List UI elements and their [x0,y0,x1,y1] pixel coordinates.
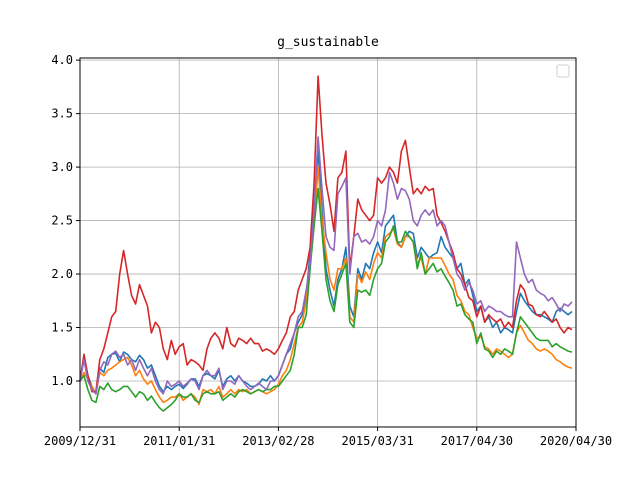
chart-title: g_sustainable [277,35,379,50]
y-tick-label: 1.0 [51,374,73,388]
y-tick-label: 4.0 [51,53,73,67]
x-tick-label: 2020/04/30 [540,434,612,448]
plot-area-frame [79,57,577,428]
series-layer [79,75,573,412]
y-tick-label: 3.5 [51,107,73,121]
y-tick-label: 2.5 [51,214,73,228]
axis-ticks: 1.0 1.5 2.0 2.5 3.0 3.5 4.0 2009/12/31 2011/01/3… [44,53,612,448]
y-tick-label: 1.5 [51,321,73,335]
x-tick-label: 2015/03/31 [341,434,413,448]
y-tick-label: 2.0 [51,267,73,281]
x-tick-label: 2013/02/28 [242,434,314,448]
y-tick-label: 3.0 [51,160,73,174]
x-tick-label: 2011/01/31 [143,434,215,448]
series-line-1 [79,150,573,395]
series-line-4 [79,75,573,393]
x-tick-label: 2009/12/31 [44,434,116,448]
series-line-3 [79,187,573,412]
series-line-2 [79,166,573,406]
series-line-5 [79,136,573,395]
legend-box [556,64,570,78]
x-tick-label: 2017/04/30 [441,434,513,448]
